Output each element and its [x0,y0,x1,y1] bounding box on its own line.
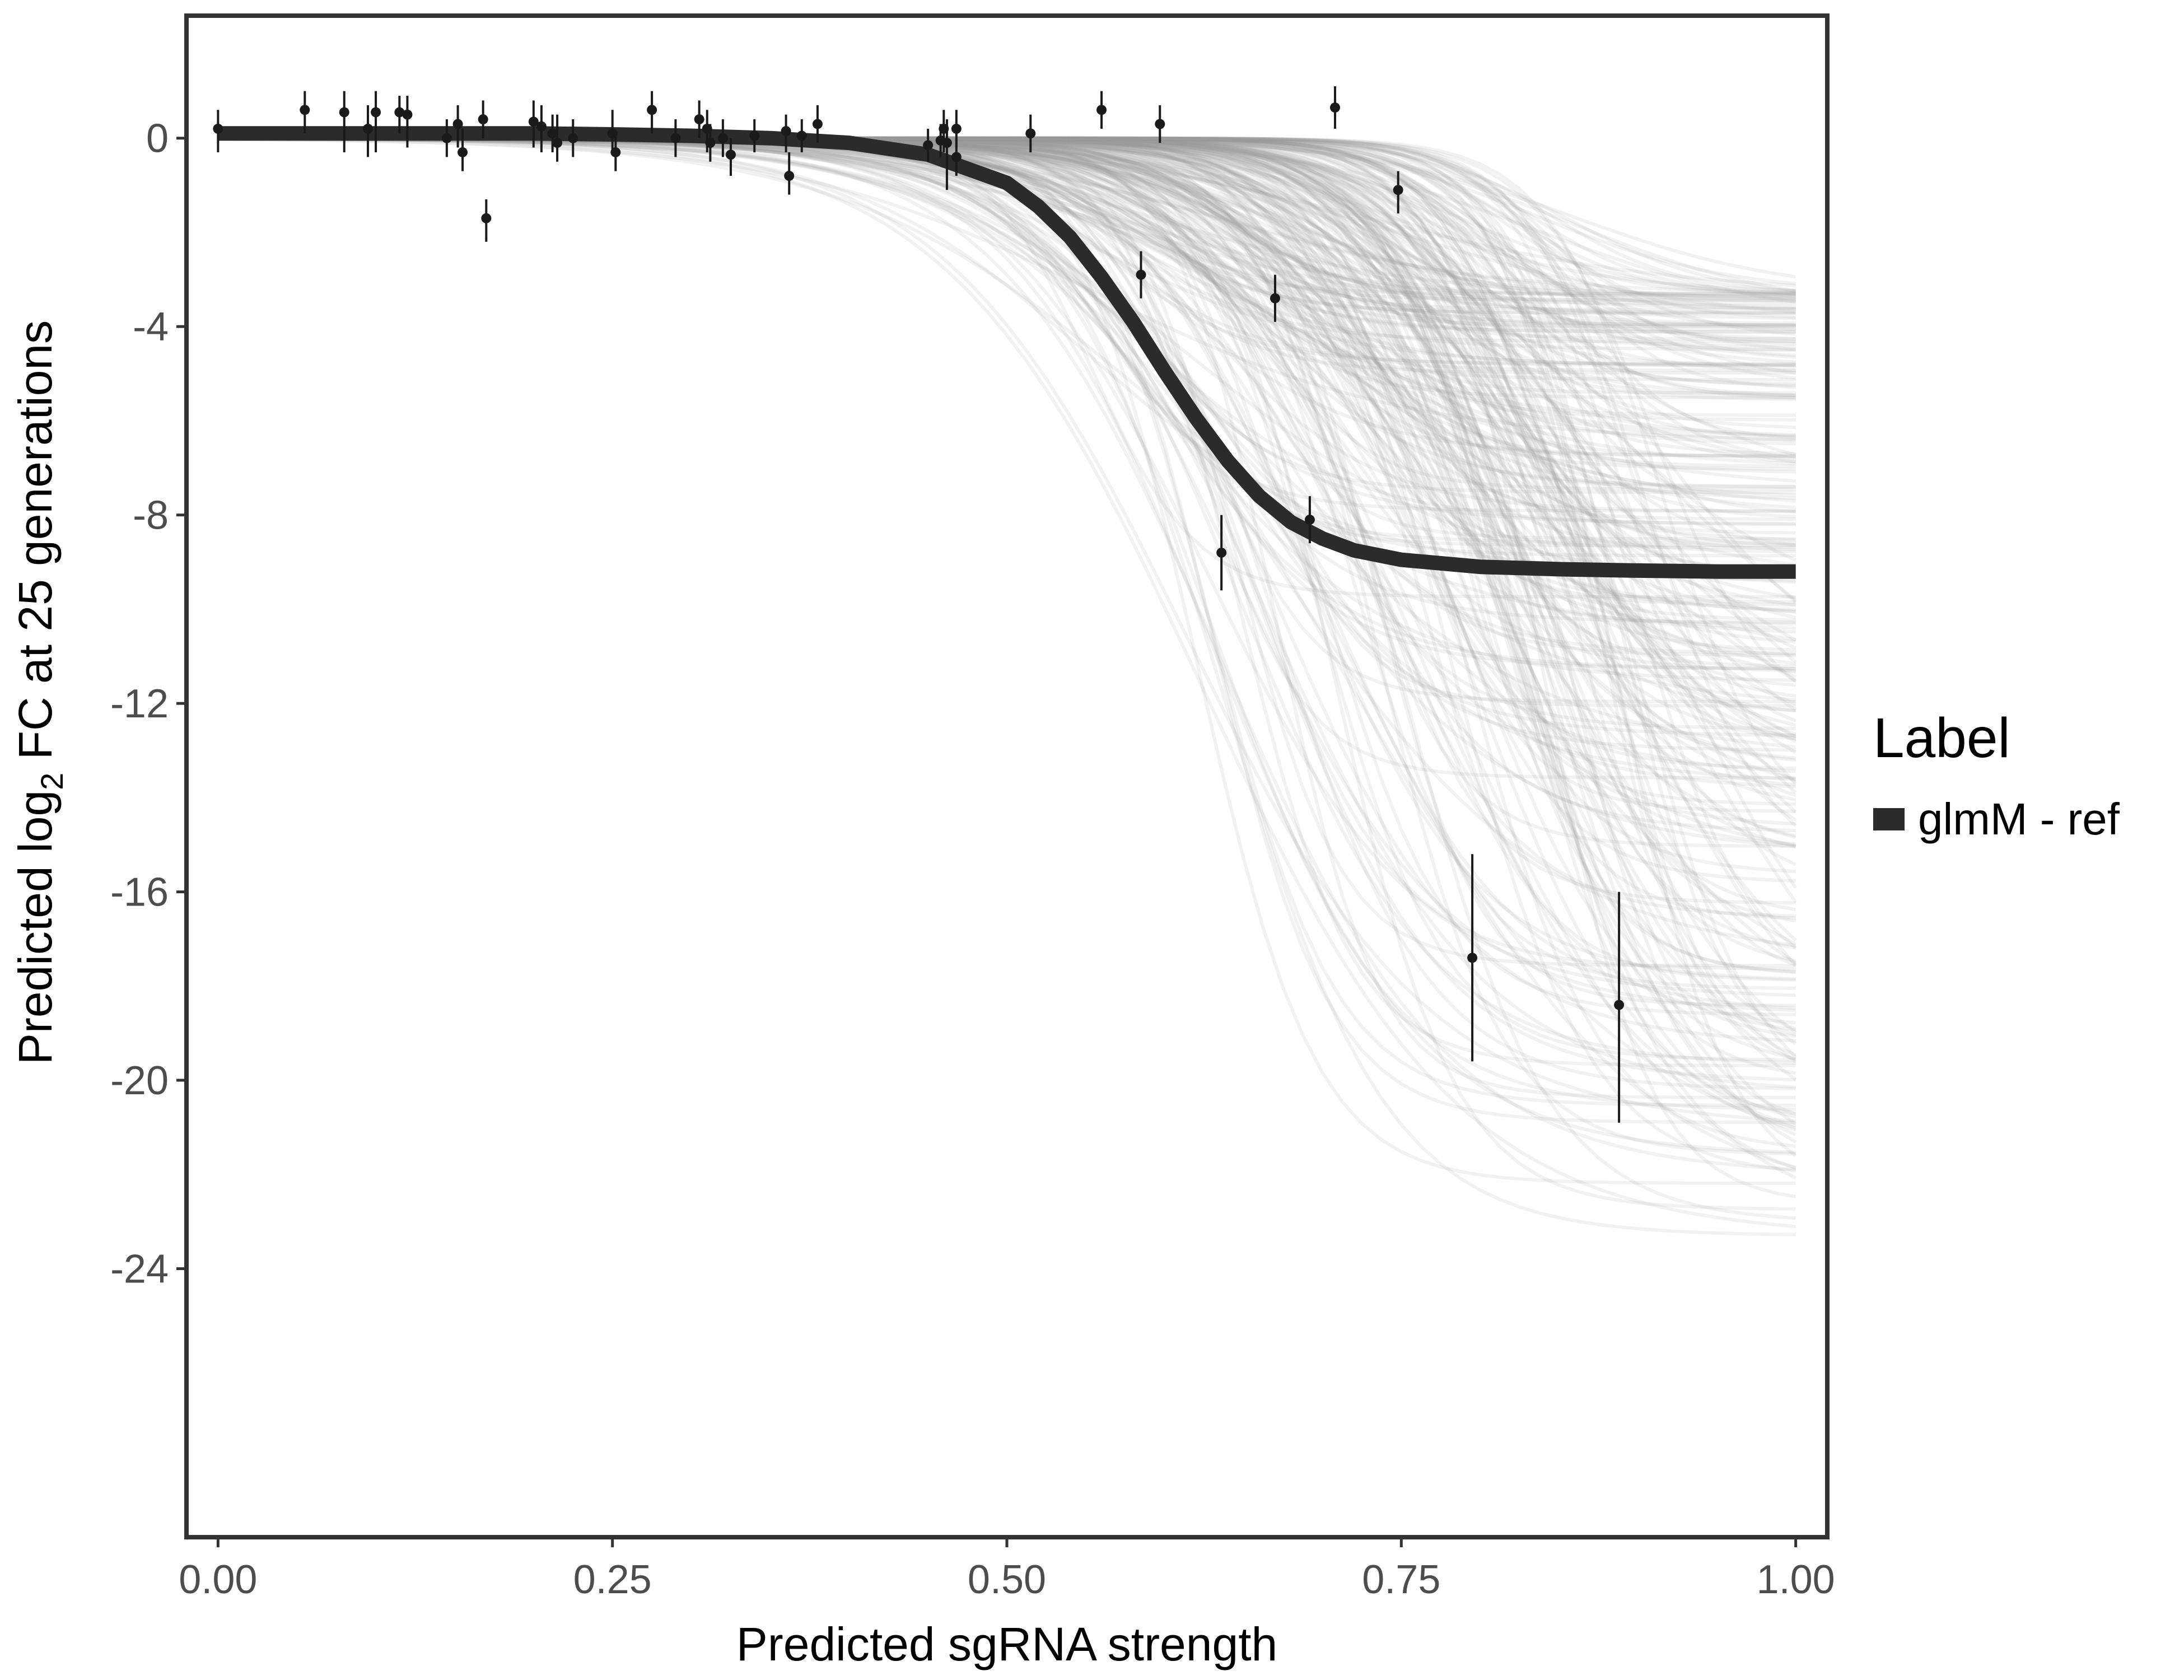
data-point [1155,119,1165,129]
y-tick-label: -12 [110,682,169,726]
data-point [610,147,621,157]
data-point [481,213,492,223]
x-axis-title: Predicted sgRNA strength [736,1618,1278,1670]
data-point [796,130,807,141]
y-axis-title-suffix: FC at 25 generations [9,320,62,773]
data-point [441,133,452,143]
data-point [478,114,488,125]
data-point [1136,269,1146,280]
data-point [452,119,463,129]
y-axis: 0 -4 -8 -12 -16 -20 -24 [110,116,186,1292]
data-point [647,105,657,115]
y-axis-title-prefix: Predicted log [9,790,62,1065]
data-point [1096,105,1107,115]
y-tick-label: 0 [146,116,169,161]
y-tick-label: -8 [133,493,169,538]
data-point [670,133,681,143]
posterior-draw-line [218,137,1796,584]
data-point [300,105,310,115]
x-tick-label: 1.00 [1757,1557,1835,1602]
observed-points [213,86,1625,1123]
posterior-draw-line [218,137,1796,1123]
legend-label-glmm-ref: glmM - ref [1918,794,2120,844]
x-tick-label: 0.50 [968,1557,1046,1602]
data-point [1330,102,1340,113]
posterior-draw-line [218,137,1796,1130]
legend-title: Label [1873,707,2010,769]
data-point [362,123,373,134]
y-tick-label: -24 [110,1247,169,1292]
data-point [547,128,558,139]
y-tick-label: -20 [110,1058,169,1103]
data-point [552,138,563,148]
posterior-draw-line [218,137,1796,702]
legend-key-glmm-ref [1873,808,1905,830]
data-point [705,138,716,148]
data-point [528,116,539,127]
data-point [951,123,962,134]
data-point [371,107,381,118]
data-point [694,114,704,125]
data-point [458,147,468,157]
data-point [951,152,962,162]
x-tick-label: 0.25 [573,1557,652,1602]
y-axis-title: Predicted log2 FC at 25 generations [9,320,69,1065]
data-point [812,119,823,129]
data-point [394,107,405,118]
data-point [339,107,349,118]
data-point [536,121,547,132]
posterior-draw-line [218,137,1796,1229]
data-point [784,171,795,181]
data-point [568,133,578,143]
y-axis-title-subscript: 2 [34,773,69,790]
posterior-draw-line [218,137,1796,442]
data-point [1216,547,1227,558]
posterior-draw-line [218,137,1796,320]
data-point [749,130,760,141]
data-point [402,109,413,120]
x-axis: 0.00 0.25 0.50 0.75 1.00 [179,1537,1835,1602]
data-point [923,140,934,151]
data-point [1025,128,1036,139]
data-point [941,138,952,148]
data-point [1614,1000,1625,1010]
legend: Label glmM - ref [1873,707,2120,844]
posterior-draw-line [218,137,1796,634]
data-point [1467,953,1478,963]
x-tick-label: 0.00 [179,1557,257,1602]
data-point [1270,293,1280,304]
posterior-draw-line [218,137,1796,749]
data-point [1393,185,1403,195]
x-tick-label: 0.75 [1362,1557,1440,1602]
y-tick-label: -4 [133,305,169,349]
data-point [717,133,728,143]
data-point [1304,515,1315,525]
data-point [781,126,791,137]
data-point [213,123,223,134]
data-point [725,150,736,160]
posterior-draw-line [218,137,1796,948]
y-tick-label: -16 [110,870,169,915]
